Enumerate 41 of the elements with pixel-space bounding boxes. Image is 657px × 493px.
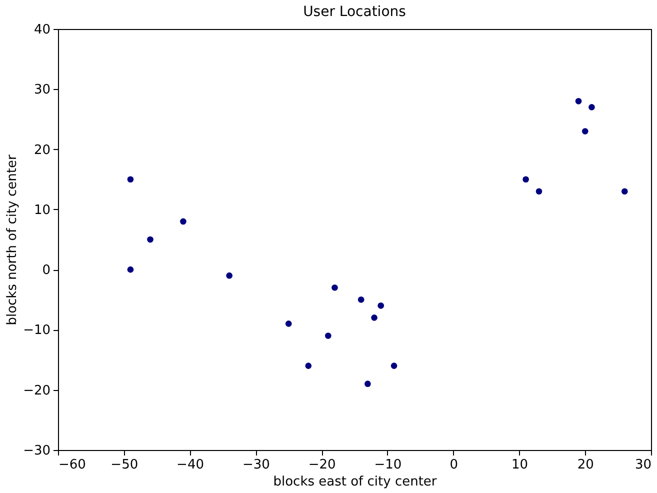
y-tick-label: −30 xyxy=(23,444,50,458)
point xyxy=(390,362,398,369)
point xyxy=(226,272,232,279)
x-tick-label: −10 xyxy=(374,458,402,472)
point xyxy=(358,296,364,303)
x-tick-label: 20 xyxy=(577,458,594,472)
x-tick-label: −30 xyxy=(242,458,270,472)
point xyxy=(621,188,628,195)
point xyxy=(371,314,378,321)
point xyxy=(364,380,371,387)
y-axis-title: blocks north of city center xyxy=(5,154,20,326)
point xyxy=(378,302,384,309)
x-tick-label: −40 xyxy=(176,458,204,472)
point xyxy=(127,176,134,183)
x-tick-label: −20 xyxy=(308,458,336,472)
y-tick-label: 20 xyxy=(34,142,50,158)
point xyxy=(127,266,134,273)
x-tick-label: 10 xyxy=(511,458,528,472)
point xyxy=(588,104,595,110)
point xyxy=(332,284,338,291)
y-tick-label: 0 xyxy=(42,263,50,278)
x-tick-label: −50 xyxy=(110,458,138,472)
x-axis-title: blocks east of city center xyxy=(273,474,438,490)
point xyxy=(582,128,588,134)
y-tick-label: 40 xyxy=(34,22,50,38)
x-tick-label: 0 xyxy=(450,458,458,472)
y-tick-label: 10 xyxy=(34,202,50,218)
point xyxy=(285,320,292,327)
x-tick-label: 30 xyxy=(634,458,652,472)
point xyxy=(575,98,582,104)
y-tick-label: −10 xyxy=(23,323,50,338)
x-tick-label: −60 xyxy=(58,458,86,472)
point xyxy=(536,188,542,195)
point xyxy=(147,236,154,243)
chart-title: User Locations xyxy=(303,4,406,20)
point xyxy=(180,218,186,225)
point xyxy=(305,362,312,369)
point xyxy=(522,176,529,183)
point xyxy=(324,332,332,339)
y-tick-label: 30 xyxy=(34,82,50,98)
y-tick-label: −20 xyxy=(23,383,50,398)
